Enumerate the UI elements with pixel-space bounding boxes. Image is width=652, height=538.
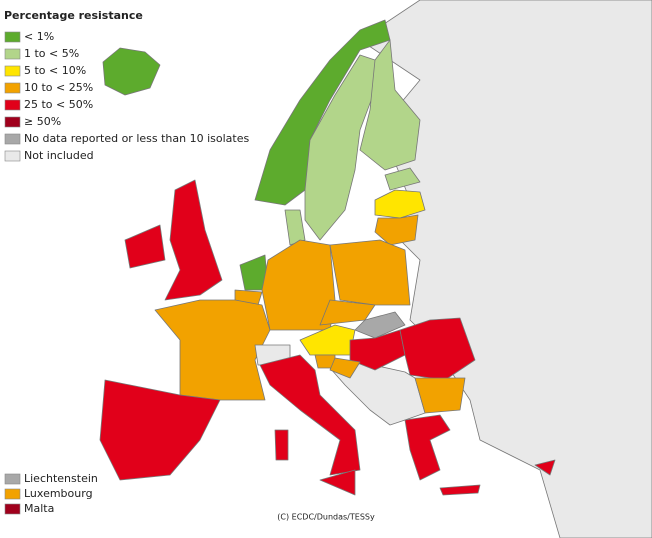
legend-title: Percentage resistance [4, 9, 143, 22]
small-states-legend: Liechtenstein Luxembourg Malta [4, 472, 98, 515]
country [274, 429, 289, 461]
legend-label: 25 to < 50% [24, 98, 93, 111]
country [329, 239, 411, 306]
legend-swatch [4, 473, 21, 485]
country [534, 459, 556, 476]
legend-label: Malta [24, 502, 54, 515]
country [384, 167, 421, 191]
legend-swatch [4, 116, 21, 128]
credit: (C) ECDC/Dundas/TESSy [277, 513, 375, 522]
country [414, 377, 466, 414]
legend-label: 10 to < 25% [24, 81, 93, 94]
country [359, 39, 421, 171]
country [374, 189, 426, 219]
legend-label: Liechtenstein [24, 472, 98, 485]
country [284, 209, 306, 246]
country [124, 224, 166, 269]
map [99, 0, 652, 538]
legend-swatch [4, 99, 21, 111]
country [329, 357, 361, 379]
legend-label: < 1% [24, 30, 54, 43]
country [319, 469, 356, 496]
country [374, 214, 419, 246]
legend-swatch [4, 503, 21, 515]
legend-label: Luxembourg [24, 487, 93, 500]
country [102, 47, 161, 96]
country [354, 311, 406, 339]
legend-swatch [4, 65, 21, 77]
country [259, 354, 361, 476]
legend-swatch [4, 48, 21, 60]
country [99, 379, 221, 481]
country [399, 317, 476, 381]
legend-label: 1 to < 5% [24, 47, 79, 60]
legend-swatch [4, 150, 21, 162]
legend-swatch [4, 488, 21, 500]
country [439, 484, 481, 496]
legend-swatch [4, 31, 21, 43]
legend-swatch [4, 133, 21, 145]
legend-label: 5 to < 10% [24, 64, 86, 77]
legend-label: No data reported or less than 10 isolate… [24, 132, 249, 145]
country [164, 179, 223, 301]
country [404, 414, 451, 481]
legend-swatch [4, 82, 21, 94]
country [154, 299, 271, 401]
country [329, 361, 426, 426]
legend-label: Not included [24, 149, 94, 162]
legend: < 1% 1 to < 5% 5 to < 10% 10 to < 25% 25 to … [4, 30, 249, 162]
country [304, 54, 376, 241]
legend-label: ≥ 50% [24, 115, 61, 128]
